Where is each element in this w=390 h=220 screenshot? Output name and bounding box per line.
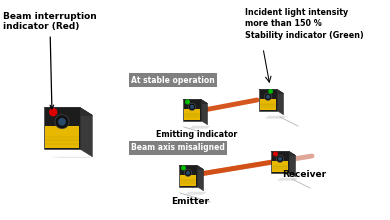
FancyBboxPatch shape [260, 99, 276, 110]
Text: Receiver: Receiver [282, 170, 326, 179]
FancyBboxPatch shape [183, 99, 201, 121]
Polygon shape [197, 165, 204, 191]
Polygon shape [277, 89, 284, 115]
Circle shape [266, 95, 270, 99]
Circle shape [190, 105, 194, 109]
Polygon shape [265, 116, 287, 119]
Polygon shape [80, 107, 92, 157]
Text: At stable operation: At stable operation [131, 75, 215, 84]
Text: Beam axis misaligned: Beam axis misaligned [131, 143, 225, 152]
Text: Emitter: Emitter [171, 197, 209, 206]
Circle shape [278, 157, 282, 161]
Text: Beam interruption
indicator (Red): Beam interruption indicator (Red) [3, 12, 97, 109]
FancyBboxPatch shape [45, 126, 79, 148]
FancyBboxPatch shape [179, 165, 197, 187]
Circle shape [58, 118, 66, 126]
Text: Emitting indicator
(Green): Emitting indicator (Green) [156, 130, 238, 150]
Polygon shape [183, 99, 207, 103]
FancyBboxPatch shape [272, 161, 288, 172]
Circle shape [186, 171, 190, 175]
Polygon shape [259, 89, 284, 94]
Polygon shape [271, 151, 296, 156]
Polygon shape [185, 192, 207, 195]
Circle shape [277, 155, 284, 162]
Polygon shape [50, 157, 96, 158]
Polygon shape [289, 151, 296, 177]
FancyBboxPatch shape [271, 151, 289, 173]
FancyBboxPatch shape [44, 107, 80, 149]
Circle shape [55, 115, 69, 129]
Polygon shape [189, 126, 211, 129]
Polygon shape [44, 107, 92, 115]
Circle shape [50, 109, 57, 116]
Circle shape [188, 103, 196, 110]
Polygon shape [277, 178, 299, 181]
FancyBboxPatch shape [180, 175, 196, 186]
FancyBboxPatch shape [184, 109, 200, 120]
Circle shape [269, 90, 272, 93]
Polygon shape [179, 165, 204, 169]
Circle shape [264, 93, 271, 100]
Circle shape [186, 100, 189, 104]
Text: Incident light intensity
more than 150 %
Stability indicator (Green): Incident light intensity more than 150 %… [245, 8, 364, 40]
Polygon shape [201, 99, 207, 125]
FancyBboxPatch shape [259, 89, 277, 111]
Circle shape [184, 169, 191, 176]
Circle shape [274, 152, 277, 156]
Circle shape [182, 166, 185, 170]
